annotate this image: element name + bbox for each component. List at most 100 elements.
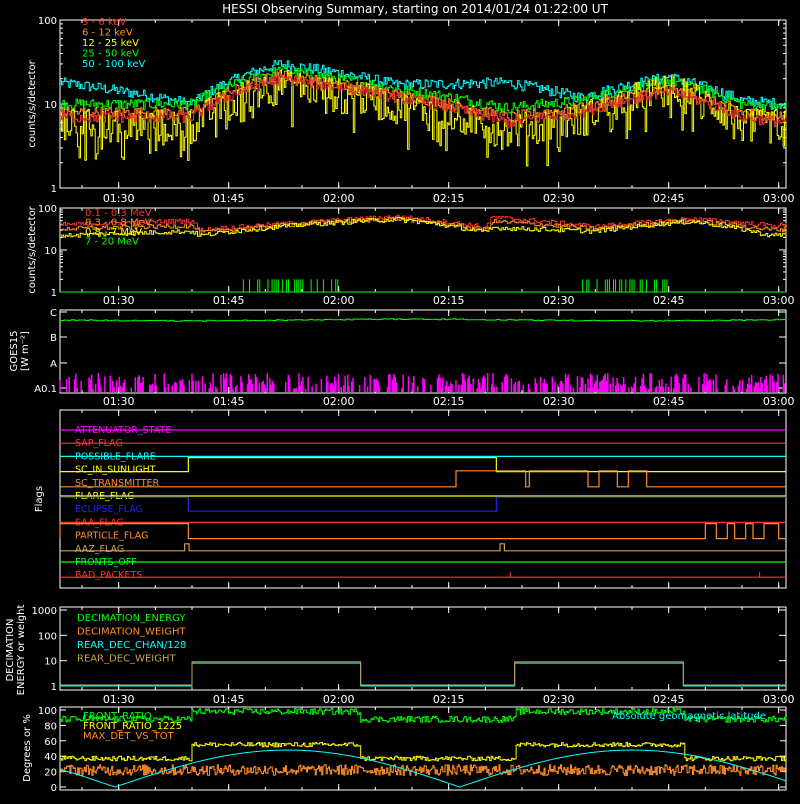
legend-entry: 6 - 12 keV xyxy=(82,28,133,39)
panel-frame xyxy=(59,706,787,791)
legend-entry: 3 - 6 keV xyxy=(82,17,126,28)
flag-label: PARTICLE_FLAG xyxy=(75,531,148,542)
y-axis-label: [W m⁻²] xyxy=(20,331,31,371)
flag-line xyxy=(60,572,786,578)
y-axis-label: Flags xyxy=(34,486,45,512)
legend-entry: REAR_DEC_WEIGHT xyxy=(77,654,176,665)
legend-entry: 0.1 - 0.3 MeV xyxy=(85,208,152,219)
x-tick-label: 02:30 xyxy=(543,395,575,408)
y-tick-label: A xyxy=(50,359,57,370)
panel-ratios: 0 20 40 60 80 100 Degrees or % FRONT_RATIOFRONT… xyxy=(22,706,787,794)
x-tick-label: 02:00 xyxy=(323,192,355,205)
flag-label: SC_TRANSMITTER xyxy=(75,478,160,489)
x-tick-label: 02:15 xyxy=(433,395,465,408)
panel-frame xyxy=(59,309,787,394)
y-tick-label: 1 xyxy=(51,288,57,299)
y-tick-label: C xyxy=(50,308,57,319)
geomag-latitude-line xyxy=(59,749,787,788)
x-tick-label: 01:45 xyxy=(213,192,245,205)
x-tick-label: 01:45 xyxy=(213,294,245,307)
legend-entry: 25 - 50 keV xyxy=(82,49,139,60)
legend-entry: FRONT_RATIO_1225 xyxy=(83,721,182,732)
flag-label: SC_IN_SUNLIGHT xyxy=(75,465,156,476)
panel-frame xyxy=(59,606,787,691)
series-line-12-25kev xyxy=(60,70,787,167)
flag-label: SAP_FLAG xyxy=(75,438,123,449)
legend-entry: REAR_DEC_CHAN/128 xyxy=(77,640,186,651)
x-tick-label: 02:45 xyxy=(653,693,685,706)
x-tick-label: 02:15 xyxy=(433,294,465,307)
flag-label: BAD_PACKETS xyxy=(75,570,142,581)
y-tick-label: 10 xyxy=(44,100,57,111)
panel-decimation: 1 10 100 1000 DECIMATION ENERGY or weight 01:3… xyxy=(5,605,795,706)
flag-line xyxy=(59,523,786,540)
x-tick-label: 01:30 xyxy=(103,693,135,706)
legend-entry: 0.3 - 0.8 MeV xyxy=(85,218,152,229)
rear-dec-weight-line xyxy=(60,661,786,686)
series-line xyxy=(60,217,787,239)
series-line-3-6kev xyxy=(60,73,787,129)
y-tick-label: 60 xyxy=(44,737,57,748)
y-tick-label: B xyxy=(50,333,57,344)
y-tick-label: 100 xyxy=(38,631,57,642)
flag-line xyxy=(60,457,786,473)
x-tick-label: 02:45 xyxy=(653,294,685,307)
panel-goes: A0.1 A B C GOES15 [W m⁻²] 01:30 01:45 02:00 02:15… xyxy=(9,308,795,408)
y-axis-label: counts/s/detector xyxy=(27,205,38,293)
front-ratio-1225-line xyxy=(60,741,787,762)
flag-line xyxy=(60,543,786,552)
x-tick-label: 02:15 xyxy=(433,693,465,706)
flag-label: ECLIPSE_FLAG xyxy=(75,504,143,515)
y-axis-label: GOES15 xyxy=(9,330,20,371)
y-tick-label: 100 xyxy=(38,706,57,717)
x-tick-label: 03:00 xyxy=(763,294,795,307)
front-ratio-line xyxy=(60,708,787,723)
y-tick-label: 0 xyxy=(51,783,57,794)
x-tick-label: 03:00 xyxy=(763,192,795,205)
legend-entry: 50 - 100 keV xyxy=(82,59,146,70)
x-tick-label: 03:00 xyxy=(763,693,795,706)
x-tick-label: 02:45 xyxy=(653,192,685,205)
legend-entry: 12 - 25 keV xyxy=(82,38,139,49)
legend-entry: MAX_DET_VS_TOT xyxy=(83,731,175,742)
chart-title: HESSI Observing Summary, starting on 201… xyxy=(222,2,608,16)
x-tick-label: 01:45 xyxy=(213,395,245,408)
legend-entry: FRONT_RATIO xyxy=(83,711,152,722)
x-tick-label: 02:45 xyxy=(653,395,685,408)
max-det-line xyxy=(60,764,786,776)
y-tick-label: 100 xyxy=(38,204,57,215)
flag-label: SAA_FLAG xyxy=(75,517,124,528)
flag-label: ATTENUATOR_STATE xyxy=(75,425,171,436)
x-tick-label: 03:00 xyxy=(763,395,795,408)
y-tick-label: 1 xyxy=(51,682,57,693)
legend-entry: Absolute geomagnetic latitude xyxy=(612,711,766,722)
flag-line xyxy=(60,496,786,512)
x-tick-label: 01:30 xyxy=(103,395,135,408)
y-tick-label: A0.1 xyxy=(34,384,57,395)
y-tick-label: 40 xyxy=(44,752,57,763)
x-tick-label: 02:00 xyxy=(323,395,355,408)
x-tick-label: 01:30 xyxy=(103,192,135,205)
panel-xray-rates: 1 10 100 counts/s/detector 01:30 01:45 02:00 02… xyxy=(27,16,795,205)
x-tick-label: 01:30 xyxy=(103,294,135,307)
series-line xyxy=(60,214,787,233)
y-tick-label: 10 xyxy=(44,657,57,668)
x-tick-label: 02:15 xyxy=(433,192,465,205)
flag-label: AAZ_FLAG xyxy=(75,544,124,555)
y-axis-label: Degrees or % xyxy=(22,714,33,782)
x-tick-label: 01:45 xyxy=(213,693,245,706)
legend-entry: DECIMATION_WEIGHT xyxy=(77,627,186,638)
y-tick-label: 10 xyxy=(44,246,57,257)
y-axis-label: counts/s/detector xyxy=(27,59,38,147)
flag-label: FRONTS_OFF xyxy=(75,557,137,568)
y-tick-label: 1000 xyxy=(32,606,57,617)
x-tick-label: 02:30 xyxy=(543,192,575,205)
y-tick-label: 80 xyxy=(44,721,57,732)
panel-flags: Flags ATTENUATOR_STATE SAP_FLAG POSSIBLE_FL… xyxy=(34,409,787,589)
legend-entry: 0.8 - 7 MeV xyxy=(85,227,142,238)
y-axis-label: ENERGY or weight xyxy=(16,605,27,696)
flag-label: FLARE_FLAG xyxy=(75,491,135,502)
goes-long-line xyxy=(60,318,787,322)
